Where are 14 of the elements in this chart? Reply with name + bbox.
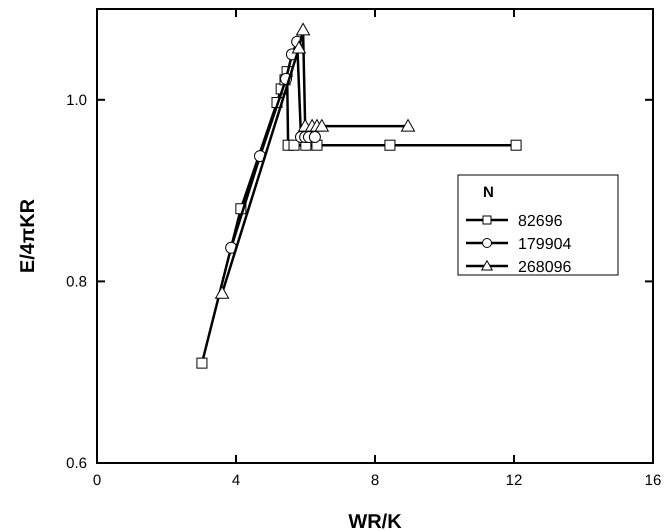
x-axis-title: WR/K [348,511,402,531]
y-tick-label: 1.0 [66,92,87,109]
x-tick-label: 16 [644,472,662,489]
x-tick-label: 8 [370,472,380,489]
legend-label: 82696 [518,213,563,230]
legend-label: 179904 [518,236,572,253]
y-tick-label: 0.8 [66,273,87,290]
x-tick-label: 4 [232,472,240,489]
y-tick-label: 0.6 [66,455,87,472]
y-axis-title: E/4πKR [17,198,39,274]
x-tick-label: 12 [506,472,522,489]
legend-label: 268096 [518,259,572,276]
x-tick-label: 0 [92,472,102,489]
legend-title: N [483,184,494,201]
